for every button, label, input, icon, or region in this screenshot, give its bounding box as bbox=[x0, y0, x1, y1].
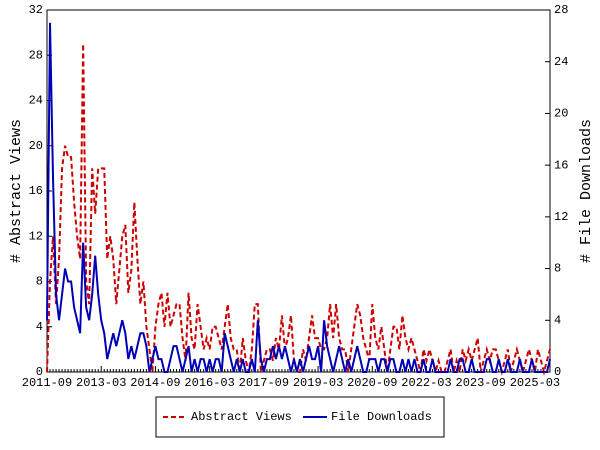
y-tick-label: 12 bbox=[29, 229, 43, 243]
plot-frame bbox=[46, 9, 551, 373]
series-line bbox=[46, 22, 551, 373]
y2-tick-label: 12 bbox=[554, 210, 568, 224]
x-tick-label: 2017-09 bbox=[239, 376, 289, 390]
y-axis-label: # Abstract Views bbox=[8, 119, 25, 263]
legend-label: File Downloads bbox=[331, 410, 432, 424]
y-tick-label: 24 bbox=[29, 94, 43, 108]
x-tick-label: 2022-03 bbox=[401, 376, 451, 390]
y-tick-label: 8 bbox=[36, 275, 43, 289]
y2-tick-label: 16 bbox=[554, 158, 568, 172]
y-tick-label: 28 bbox=[29, 48, 43, 62]
y2-tick-label: 24 bbox=[554, 55, 568, 69]
series-line bbox=[46, 43, 551, 376]
y2-tick-label: 20 bbox=[554, 107, 568, 121]
y2-tick-label: 0 bbox=[554, 365, 561, 379]
y-tick-label: 32 bbox=[29, 3, 43, 17]
x-tick-label: 2025-03 bbox=[510, 376, 560, 390]
x-tick-label: 2014-09 bbox=[130, 376, 180, 390]
x-tick-label: 2020-09 bbox=[347, 376, 397, 390]
y-tick-label: 20 bbox=[29, 139, 43, 153]
x-tick-label: 2023-09 bbox=[456, 376, 506, 390]
y2-tick-label: 28 bbox=[554, 3, 568, 17]
y-tick-label: 16 bbox=[29, 184, 43, 198]
y-tick-label: 0 bbox=[36, 365, 43, 379]
x-tick-label: 2019-03 bbox=[293, 376, 343, 390]
x-tick-label: 2011-09 bbox=[22, 376, 72, 390]
y2-tick-label: 4 bbox=[554, 313, 561, 327]
x-tick-label: 2016-03 bbox=[184, 376, 234, 390]
legend-box bbox=[155, 396, 445, 438]
legend-label: Abstract Views bbox=[191, 410, 292, 424]
y-tick-label: 4 bbox=[36, 320, 43, 334]
y2-tick-label: 8 bbox=[554, 262, 561, 276]
y2-axis-label: # File Downloads bbox=[578, 119, 595, 263]
x-tick-label: 2013-03 bbox=[76, 376, 126, 390]
